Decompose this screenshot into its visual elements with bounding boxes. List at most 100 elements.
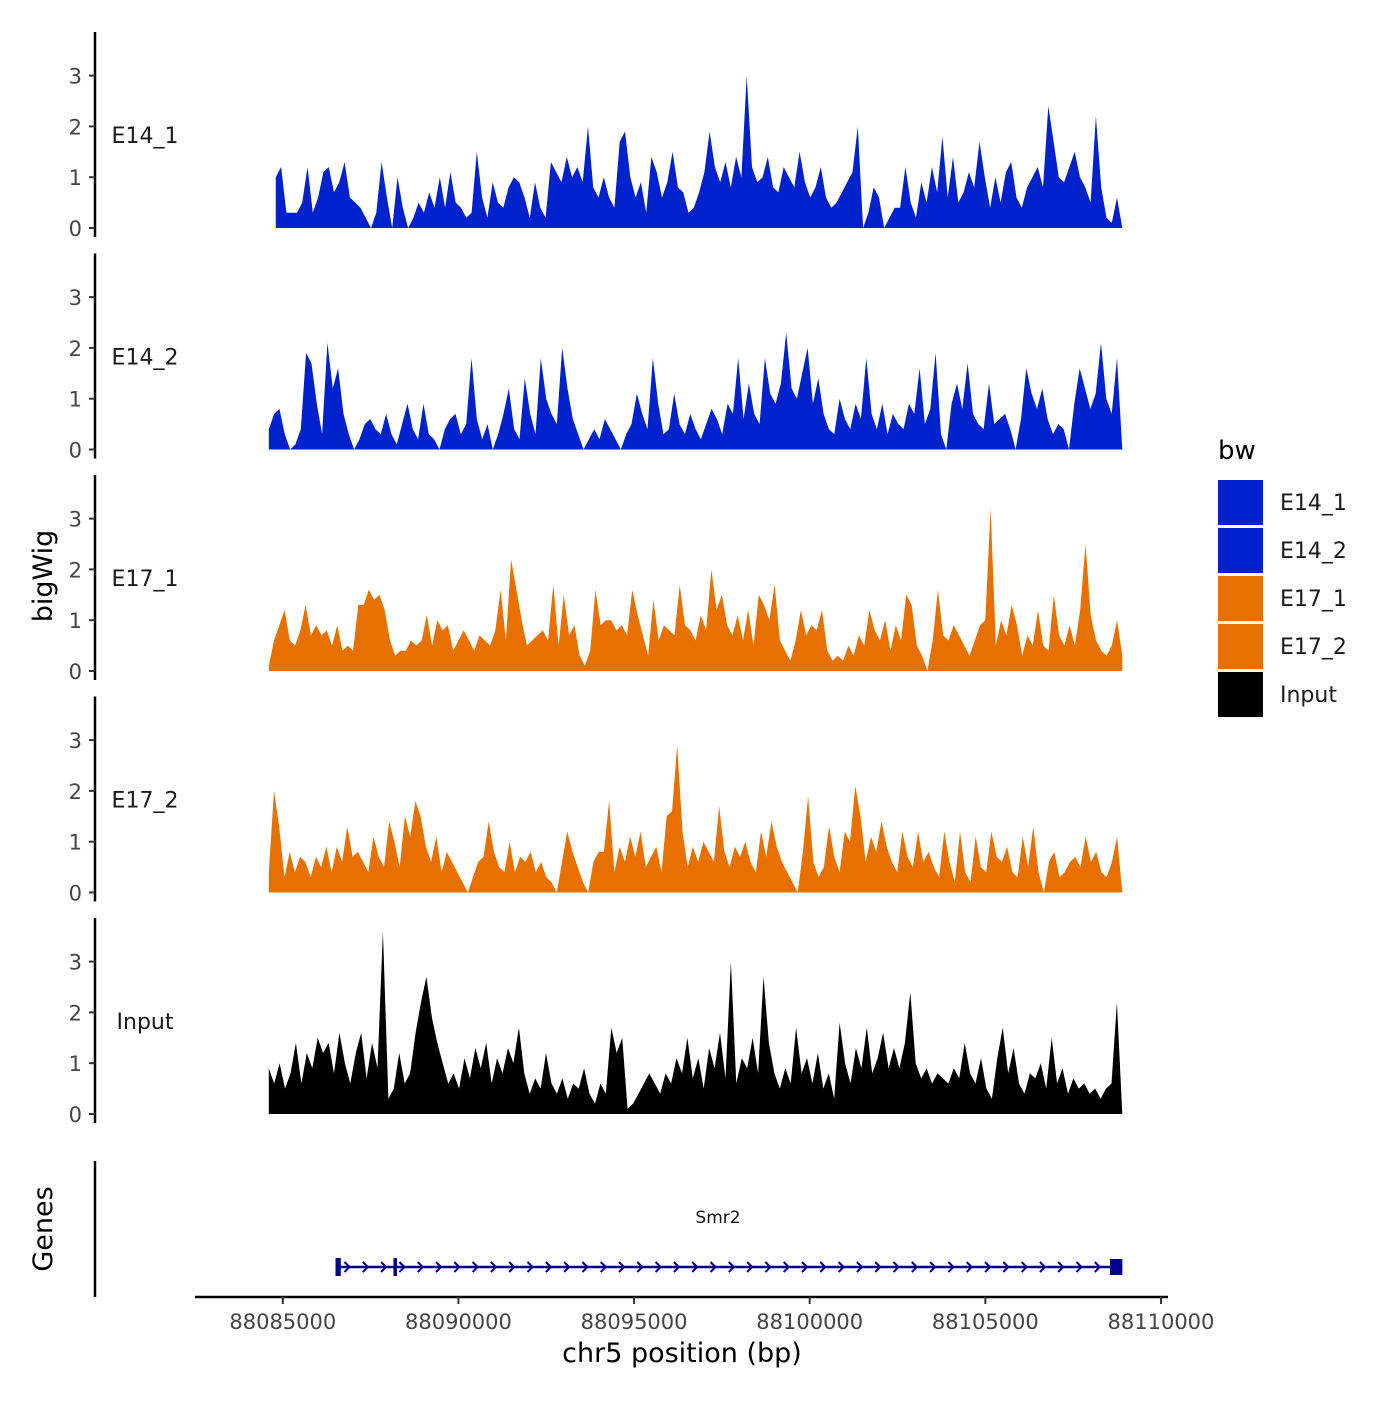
strand-arrow (343, 1261, 351, 1273)
strand-arrow (856, 1261, 864, 1273)
strand-arrow (728, 1261, 736, 1273)
y-tick-label: 0 (69, 660, 82, 684)
legend-item: E17_2 (1218, 624, 1347, 669)
strand-arrow (654, 1261, 663, 1273)
strand-arrow (1075, 1261, 1083, 1273)
x-axis-title: chr5 position (bp) (562, 1338, 802, 1369)
y-tick-label: 3 (69, 951, 82, 975)
strand-arrow (435, 1261, 443, 1273)
x-tick-label: 88090000 (405, 1310, 512, 1334)
coverage-area (268, 745, 1123, 893)
legend-item: E17_1 (1218, 576, 1347, 621)
exon (335, 1258, 341, 1276)
strand-arrow (490, 1261, 498, 1273)
strand-arrow (362, 1261, 370, 1273)
strand-arrow (1002, 1261, 1010, 1273)
x-tick-label: 88095000 (581, 1310, 688, 1334)
strand-arrow (1039, 1261, 1047, 1273)
strand-arrow (911, 1261, 919, 1273)
legend-item: Input (1218, 672, 1337, 717)
legend-title: bw (1218, 436, 1256, 466)
coverage-area (268, 508, 1123, 671)
track-input: 0 1 2 3 Input (69, 918, 1123, 1127)
genes-track-label: Genes (28, 1186, 59, 1271)
coverage-area (268, 332, 1123, 450)
strand-arrow (892, 1261, 900, 1273)
y-tick-label: 1 (69, 609, 82, 633)
y-tick-label: 1 (69, 166, 82, 190)
x-tick-label: 88085000 (229, 1310, 336, 1334)
y-tick-label: 3 (69, 508, 82, 532)
y-tick-label: 1 (69, 831, 82, 855)
y-tick-label: 0 (69, 1103, 82, 1127)
y-tick-label: 2 (69, 337, 82, 361)
facet-label: Input (117, 1010, 174, 1035)
strand-arrow (618, 1261, 626, 1273)
track-e17-2: 0 1 2 3 E17_2 (69, 696, 1123, 906)
tracks-group: 0 1 2 3 E14_1 0 1 2 3 E14_2 0 1 2 3 E17_1 0 1 2 3 E17_2 0 1 2 3… (69, 32, 1123, 1127)
strand-arrow (545, 1261, 553, 1273)
facet-label: E17_1 (112, 567, 179, 592)
y-tick-label: 0 (69, 439, 82, 463)
track-e14-2: 0 1 2 3 E14_2 (69, 253, 1123, 463)
legend-item: E14_2 (1218, 528, 1347, 573)
y-axis-title: bigWig (28, 530, 59, 623)
y-tick-label: 3 (69, 286, 82, 310)
strand-arrow (453, 1261, 461, 1273)
strand-arrow (837, 1261, 846, 1273)
y-tick-label: 2 (69, 558, 82, 582)
y-tick-label: 3 (69, 729, 82, 753)
strand-arrow (801, 1261, 809, 1273)
strand-arrow (508, 1261, 516, 1273)
strand-arrow (471, 1261, 480, 1273)
legend-swatch (1218, 480, 1263, 525)
legend-label: E17_2 (1280, 635, 1347, 660)
legend-label: E14_2 (1280, 539, 1347, 564)
coverage-area (275, 75, 1123, 228)
legend-label: E17_1 (1280, 587, 1347, 612)
strand-arrow (819, 1261, 827, 1273)
x-tick-label: 88110000 (1108, 1310, 1215, 1334)
legend-label: E14_1 (1280, 491, 1347, 516)
gene-track: Smr2 (93, 1161, 1123, 1297)
track-e14-1: 0 1 2 3 E14_1 (69, 32, 1123, 241)
legend-item: E14_1 (1218, 480, 1347, 525)
y-tick-label: 0 (69, 217, 82, 241)
strand-arrow (1057, 1261, 1065, 1273)
strand-arrow (398, 1261, 406, 1273)
strand-arrow (581, 1261, 589, 1273)
track-e17-1: 0 1 2 3 E17_1 (69, 475, 1123, 684)
y-tick-label: 1 (69, 1052, 82, 1076)
strand-arrow (965, 1261, 974, 1273)
y-tick-label: 0 (69, 882, 82, 906)
y-tick-label: 2 (69, 780, 82, 804)
y-tick-label: 2 (69, 115, 82, 139)
strand-arrow (1020, 1261, 1029, 1273)
facet-label: E14_2 (112, 346, 179, 371)
exon (1110, 1259, 1123, 1275)
strand-arrow (709, 1261, 717, 1273)
strand-arrow (380, 1261, 388, 1273)
legend: bw E14_1 E14_2 E17_1 E17_2 Input (1218, 436, 1347, 717)
facet-label: E17_2 (112, 789, 179, 814)
strand-arrow (1094, 1261, 1102, 1273)
strand-arrow (764, 1261, 772, 1273)
coverage-area (268, 931, 1123, 1114)
legend-swatch (1218, 576, 1263, 621)
x-tick-label: 88100000 (756, 1310, 863, 1334)
y-tick-label: 3 (69, 65, 82, 89)
legend-swatch (1218, 672, 1263, 717)
strand-arrow (984, 1261, 992, 1273)
strand-arrow (636, 1261, 644, 1273)
strand-arrow (691, 1261, 699, 1273)
strand-arrow (874, 1261, 882, 1273)
strand-arrow (673, 1261, 681, 1273)
x-tick-label: 88105000 (932, 1310, 1039, 1334)
strand-arrow (929, 1261, 937, 1273)
strand-arrow (746, 1261, 754, 1273)
strand-arrow (782, 1261, 791, 1273)
legend-swatch (1218, 528, 1263, 573)
strand-arrow (526, 1261, 534, 1273)
